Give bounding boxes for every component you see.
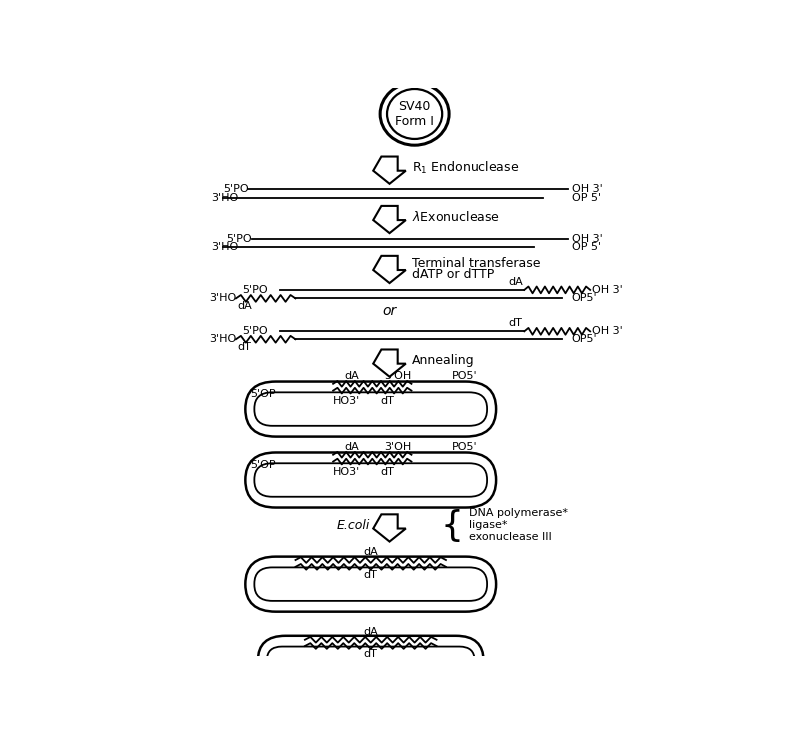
Text: OH 3': OH 3' (592, 285, 623, 295)
Text: dA: dA (509, 277, 523, 287)
Polygon shape (373, 206, 406, 233)
Text: HO3': HO3' (333, 396, 360, 406)
Text: dA: dA (345, 441, 359, 452)
Text: dT: dT (509, 318, 523, 329)
Text: ligase*: ligase* (468, 520, 507, 530)
Text: OP5': OP5' (571, 335, 597, 344)
Text: dT: dT (364, 570, 378, 580)
Text: OH 3': OH 3' (572, 234, 603, 244)
Text: 5'PO: 5'PO (242, 285, 268, 295)
Text: Annealing: Annealing (412, 354, 475, 368)
Text: 5'PO: 5'PO (227, 234, 252, 244)
Text: 3'HO: 3'HO (211, 193, 238, 203)
FancyBboxPatch shape (258, 636, 484, 685)
FancyBboxPatch shape (254, 392, 487, 426)
Polygon shape (373, 256, 406, 283)
Text: or: or (383, 304, 396, 318)
Text: OH 3': OH 3' (592, 326, 623, 336)
Polygon shape (373, 349, 406, 377)
Text: 5'OP: 5'OP (250, 460, 276, 470)
Text: PO5': PO5' (452, 371, 478, 381)
Text: HO3': HO3' (333, 467, 360, 477)
Text: DNA polymerase*: DNA polymerase* (468, 509, 568, 518)
Text: 5'PO: 5'PO (223, 184, 249, 195)
Text: dATP or dTTP: dATP or dTTP (412, 268, 494, 282)
Text: SV40
Form I: SV40 Form I (395, 100, 434, 128)
Text: Terminal transferase: Terminal transferase (412, 257, 540, 270)
Polygon shape (373, 514, 406, 542)
FancyBboxPatch shape (254, 567, 487, 601)
Text: 3'HO: 3'HO (211, 242, 238, 252)
Text: 3'HO: 3'HO (210, 293, 237, 304)
Text: 3'OH: 3'OH (384, 441, 411, 452)
Text: dT: dT (364, 649, 378, 659)
Text: E.coli: E.coli (337, 520, 370, 532)
Text: dA: dA (345, 371, 359, 381)
FancyBboxPatch shape (245, 382, 496, 436)
Text: OP 5': OP 5' (572, 242, 601, 252)
Text: OP 5': OP 5' (572, 193, 601, 203)
Text: dA: dA (363, 547, 378, 556)
Text: {: { (440, 509, 464, 542)
Polygon shape (373, 156, 406, 184)
FancyBboxPatch shape (254, 464, 487, 497)
Text: dT: dT (380, 467, 394, 477)
FancyBboxPatch shape (267, 646, 475, 675)
FancyBboxPatch shape (245, 556, 496, 612)
Text: PO5': PO5' (452, 441, 478, 452)
Text: 5'OP: 5'OP (250, 389, 276, 399)
Text: dA: dA (237, 301, 252, 311)
Text: dT: dT (237, 342, 251, 352)
Text: 3'OH: 3'OH (384, 371, 411, 381)
Text: 3'HO: 3'HO (210, 335, 237, 344)
Text: 5'PO: 5'PO (242, 326, 268, 336)
Text: dT: dT (380, 396, 394, 406)
Text: $\lambda$Exonuclease: $\lambda$Exonuclease (412, 210, 500, 224)
Text: OP5': OP5' (571, 293, 597, 304)
Text: exonuclease III: exonuclease III (468, 532, 551, 542)
Text: R$_1$ Endonuclease: R$_1$ Endonuclease (412, 160, 519, 176)
FancyBboxPatch shape (245, 453, 496, 508)
Text: dA: dA (363, 627, 378, 638)
Text: OH 3': OH 3' (572, 184, 603, 195)
